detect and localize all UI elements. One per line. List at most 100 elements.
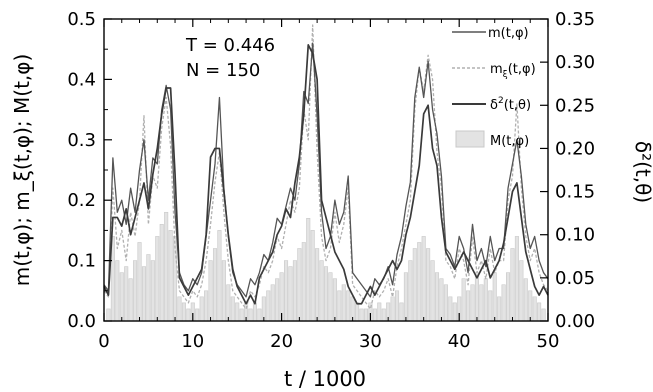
y-right-tick-label: 0.20 xyxy=(555,138,595,159)
bar-M xyxy=(284,260,289,322)
bar-M xyxy=(275,278,280,322)
bar-M xyxy=(514,236,519,322)
x-tick-label: 0 xyxy=(98,331,109,352)
x-tick-label: 30 xyxy=(359,331,382,352)
bar-M xyxy=(359,308,364,322)
bar-M xyxy=(155,236,160,322)
bar-M xyxy=(168,230,173,322)
bar-M xyxy=(426,248,431,322)
bar-M xyxy=(501,284,506,322)
bar-M xyxy=(483,278,488,322)
legend-swatch-bar xyxy=(455,130,485,148)
bar-M xyxy=(248,308,253,322)
bar-M xyxy=(479,284,484,322)
bar-M xyxy=(346,290,351,322)
bar-M xyxy=(430,260,435,322)
bar-M xyxy=(337,290,342,322)
x-tick-label: 20 xyxy=(270,331,293,352)
bar-M xyxy=(159,224,164,322)
bar-M xyxy=(452,302,457,322)
bar-M xyxy=(443,284,448,322)
bar-M xyxy=(252,302,257,322)
y-left-tick-label: 0.5 xyxy=(67,9,96,30)
bar-M xyxy=(461,278,466,322)
bar-M xyxy=(164,211,169,322)
bar-M xyxy=(221,260,226,322)
bar-M xyxy=(239,308,244,322)
bar-M xyxy=(230,296,235,322)
bar-M xyxy=(235,302,240,322)
bar-M xyxy=(212,248,218,322)
bar-M xyxy=(319,260,324,322)
lines-layer xyxy=(103,24,549,310)
bar-M xyxy=(399,302,404,322)
bar-M xyxy=(288,266,293,322)
series-line-delta2 xyxy=(103,44,549,305)
bar-M xyxy=(470,284,475,322)
bar-M xyxy=(372,308,377,322)
bar-M xyxy=(310,230,315,322)
bar-M xyxy=(315,248,320,322)
bar-M xyxy=(412,248,417,322)
bar-M xyxy=(306,218,311,322)
bar-M xyxy=(523,278,528,322)
x-tick-label: 50 xyxy=(537,331,560,352)
bar-M xyxy=(323,266,329,322)
bar-M xyxy=(119,272,124,322)
bar-M xyxy=(115,260,120,322)
bar-M xyxy=(541,308,546,322)
bar-M xyxy=(488,290,493,322)
y-left-tick-label: 0.1 xyxy=(67,251,96,272)
bar-M xyxy=(466,290,471,322)
bar-M xyxy=(186,308,191,322)
bar-M xyxy=(434,272,440,322)
bar-M xyxy=(519,260,524,322)
bar-M xyxy=(474,272,479,322)
bar-M xyxy=(128,278,133,322)
bar-M xyxy=(181,302,186,322)
bar-M xyxy=(217,230,222,322)
y-left-tick-label: 0.0 xyxy=(67,311,96,332)
axes-layer: 0 10 20 30 40 50 0.0 0.1 0.2 0.3 0.4 0.5 0.00 0.05 0.1… xyxy=(67,9,595,352)
bar-M xyxy=(395,290,400,322)
bar-M xyxy=(408,260,413,322)
y-axis-left-label: m(t,φ); m_ξ(t,φ); M(t,φ) xyxy=(10,54,34,287)
legend: m(t,φ) mξ(t,φ) δ2(t,θ) M(t,φ) xyxy=(452,26,536,149)
x-tick-label: 10 xyxy=(181,331,204,352)
y-axis-right-label: δ²(t,θ) xyxy=(631,141,653,203)
x-tick-label: 40 xyxy=(448,331,471,352)
bar-M xyxy=(439,278,444,322)
bar-M xyxy=(510,248,515,322)
annotation-temperature: T = 0.446 xyxy=(185,35,275,56)
bar-M xyxy=(377,302,382,322)
y-right-tick-label: 0.35 xyxy=(555,9,595,30)
bar-M xyxy=(363,308,368,322)
bar-M xyxy=(173,236,178,322)
bar-M xyxy=(390,296,395,322)
y-left-tick-label: 0.4 xyxy=(67,69,96,90)
bar-M xyxy=(332,278,337,322)
bar-M xyxy=(208,260,213,322)
bar-M xyxy=(137,242,142,322)
y-right-tick-label: 0.00 xyxy=(555,311,595,332)
bars-layer xyxy=(106,211,546,322)
y-right-tick-label: 0.10 xyxy=(555,225,595,246)
bar-M xyxy=(506,272,511,322)
y-left-tick-label: 0.2 xyxy=(67,190,96,211)
bar-M xyxy=(403,272,408,322)
bar-M xyxy=(195,308,200,322)
bar-M xyxy=(301,242,306,322)
bar-M xyxy=(328,272,333,322)
bar-M xyxy=(292,260,297,322)
bar-M xyxy=(124,266,129,322)
y-right-tick-label: 0.25 xyxy=(555,95,595,116)
bar-M xyxy=(497,296,502,322)
bar-M xyxy=(417,242,422,322)
bar-M xyxy=(448,296,453,322)
bar-M xyxy=(133,260,138,322)
annotation-n: N = 150 xyxy=(186,60,260,81)
bar-M xyxy=(106,308,111,322)
bar-M xyxy=(150,260,155,322)
x-axis-label: t / 1000 xyxy=(284,367,366,391)
